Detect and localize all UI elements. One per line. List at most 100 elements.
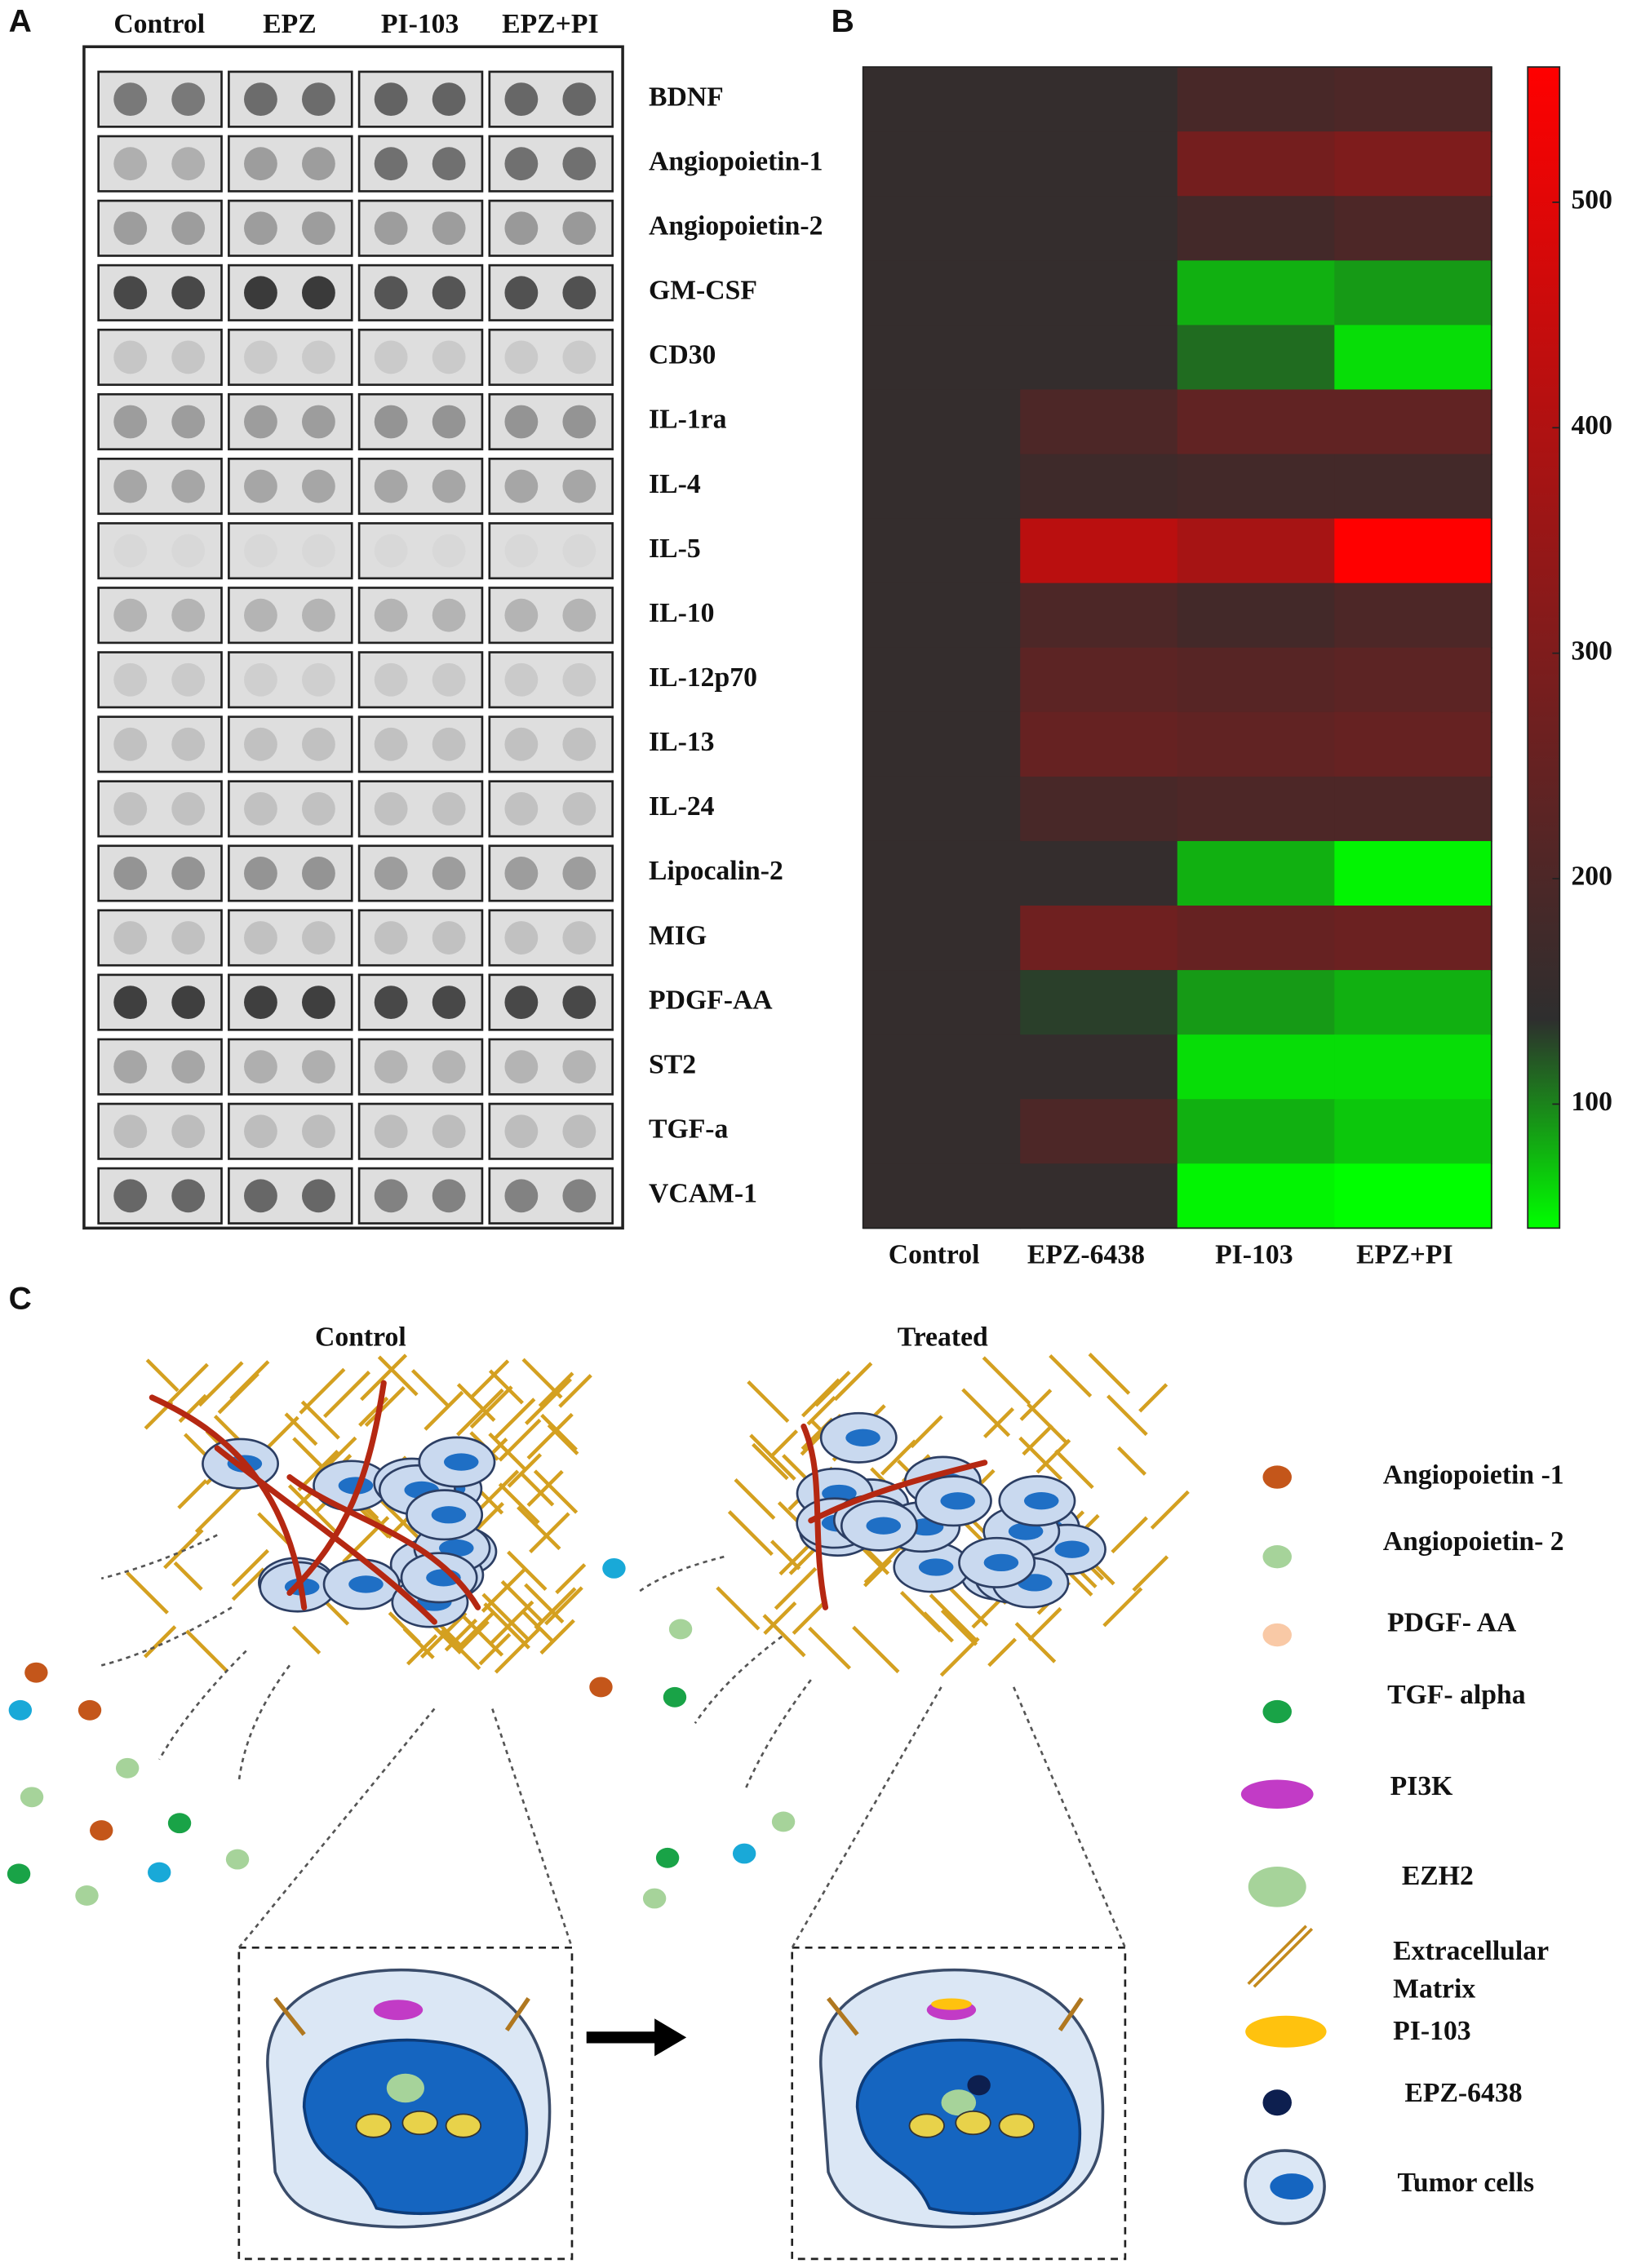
legend-label: Angiopoietin -1: [1383, 1460, 1564, 1490]
heatmap-cell: [1177, 389, 1336, 455]
legend-label: EZH2: [1402, 1861, 1474, 1891]
blot-dot: [374, 276, 408, 310]
ecm-fiber: [429, 1622, 463, 1654]
blot-dot: [113, 921, 148, 955]
heatmap-cell: [1020, 647, 1178, 713]
blot-dot: [432, 1050, 466, 1084]
blot-dot: [171, 534, 206, 568]
blot-dot: [113, 857, 148, 890]
heatmap-cell: [1020, 518, 1178, 584]
scheme-title: Control: [315, 1322, 406, 1353]
blot-dot: [432, 469, 466, 503]
heatmap-cell: [1020, 131, 1178, 197]
receptor: [827, 1996, 1084, 2036]
ecm-fiber: [1132, 1555, 1169, 1592]
ecm-fiber: [982, 1356, 1031, 1405]
blot-dot: [432, 727, 466, 761]
ecm-fiber: [126, 1570, 169, 1615]
blot-dot: [504, 534, 539, 568]
legend-symbol: [1262, 1623, 1292, 1647]
blot-dot: [171, 147, 206, 181]
blot-dot: [562, 147, 596, 181]
blot-dot: [504, 1050, 539, 1084]
ecm-fiber: [424, 1390, 464, 1431]
inset-frame: [791, 1947, 1127, 2261]
ecm-fiber: [500, 1579, 544, 1623]
ecm-fiber: [529, 1512, 570, 1554]
colorbar-tick-label: 300: [1571, 636, 1612, 666]
cell-nucleus: [866, 1517, 902, 1535]
secreted-factor: [90, 1820, 113, 1841]
heatmap-cell: [1334, 1034, 1492, 1101]
colorbar-tick-label: 200: [1571, 862, 1612, 892]
heatmap-cell: [1177, 711, 1336, 777]
legend-label: EPZ-6438: [1404, 2078, 1522, 2108]
blot-dot: [432, 147, 466, 181]
legend-symbol: [1262, 1699, 1292, 1724]
ecm-fiber: [814, 1371, 851, 1407]
blot-dot: [244, 276, 277, 310]
ecm-fiber: [197, 1361, 244, 1407]
blot-dot: [562, 1179, 596, 1213]
blot-dot: [302, 791, 335, 826]
heatmap-cell: [1177, 840, 1336, 906]
ecm-fiber: [774, 1566, 818, 1610]
legend-symbol: [1245, 2015, 1327, 2048]
blot-dot: [562, 1050, 596, 1084]
heatmap-cell: [1177, 454, 1336, 520]
ecm-fiber: [1018, 1436, 1063, 1481]
blot-dot: [171, 405, 206, 439]
ecm-fiber: [961, 1388, 1011, 1437]
blot-dot: [302, 662, 335, 697]
secreted-factor: [663, 1686, 687, 1708]
blot-dot: [432, 211, 466, 246]
blot-dot: [171, 921, 206, 955]
cell-nucleus: [438, 1539, 474, 1557]
blot-dot: [302, 921, 335, 955]
blot-dot: [504, 405, 539, 439]
cell-nucleus: [983, 1553, 1019, 1572]
heatmap-cell: [1020, 583, 1178, 649]
heatmap-cell: [863, 647, 1022, 713]
blot-dot: [244, 405, 277, 439]
blot-dot: [113, 469, 148, 503]
cell-nucleus: [348, 1575, 384, 1593]
heatmap-cell: [1334, 583, 1492, 649]
heatmap-cell: [1177, 1163, 1336, 1229]
blot-dot: [432, 82, 466, 117]
ecm-fiber: [538, 1371, 574, 1408]
blot-dot: [244, 857, 277, 890]
ecm-fiber: [229, 1360, 270, 1401]
ecm-fiber: [287, 1484, 337, 1533]
legend-label: TGF- alpha: [1387, 1680, 1526, 1710]
ecm-fiber: [461, 1614, 504, 1657]
ecm-fiber: [792, 1600, 827, 1635]
blot-dot: [244, 340, 277, 374]
legend-symbol: [1240, 1779, 1314, 1809]
blot-dot: [302, 598, 335, 632]
ecm-fiber: [231, 1567, 265, 1601]
blot-dot: [374, 598, 408, 632]
blot-dot: [374, 211, 408, 246]
blot-dot: [432, 857, 466, 890]
ecm-fiber: [539, 1619, 575, 1655]
blot-dot: [302, 211, 335, 246]
ecm-fiber: [1019, 1389, 1053, 1421]
ecm-fiber: [1102, 1587, 1143, 1628]
ecm-fiber: [520, 1609, 555, 1644]
ecm-fiber: [498, 1418, 542, 1462]
cell-nucleus: [1008, 1522, 1044, 1540]
heatmap-cell: [1177, 906, 1336, 971]
blot-dot: [374, 662, 408, 697]
ecm-fiber: [929, 1593, 977, 1641]
blot-dot: [113, 534, 148, 568]
blot-dot: [113, 1179, 148, 1213]
blot-dot: [113, 662, 148, 697]
blot-dot: [302, 147, 335, 181]
heatmap-cell: [1020, 389, 1178, 455]
ecm-fiber: [145, 1358, 180, 1393]
blot-dot: [504, 469, 539, 503]
blot-dot: [562, 857, 596, 890]
heatmap-cell: [1334, 389, 1492, 455]
row-label: IL-4: [649, 469, 701, 499]
